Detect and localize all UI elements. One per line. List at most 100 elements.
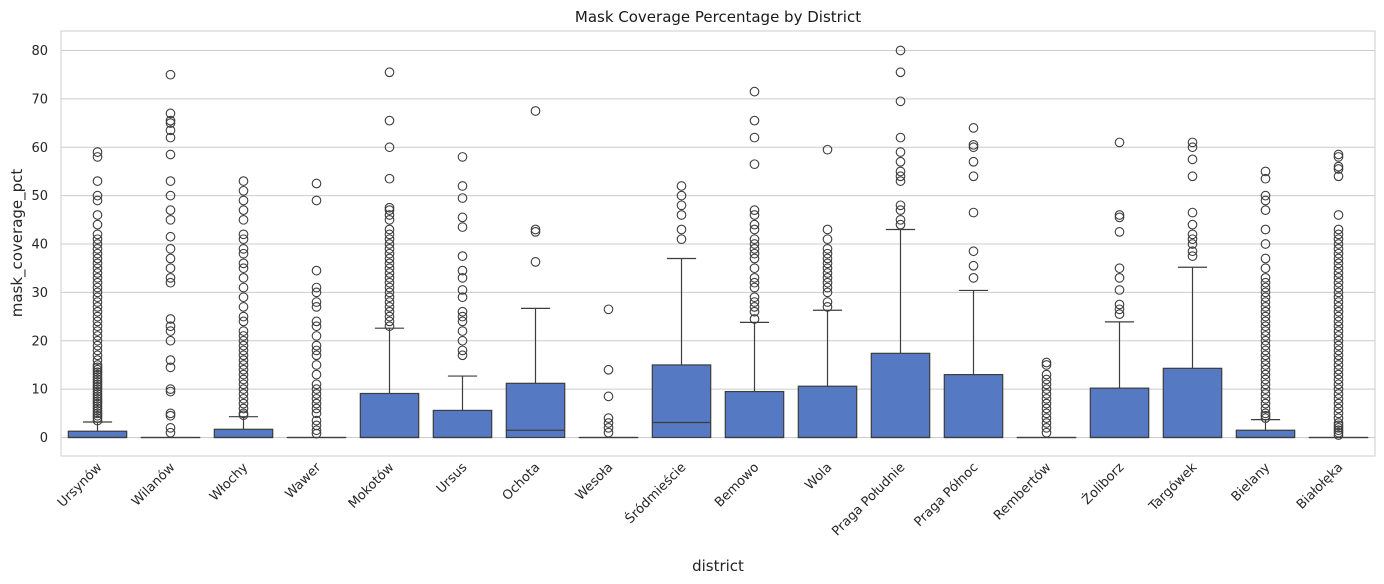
outlier-point bbox=[1041, 374, 1052, 385]
outlier-point bbox=[1260, 306, 1271, 317]
y-tick-label: 10 bbox=[31, 383, 48, 398]
outlier-point bbox=[165, 314, 176, 324]
outlier-point bbox=[92, 398, 103, 409]
outlier-point bbox=[1041, 398, 1052, 409]
outlier-point bbox=[92, 391, 103, 402]
outlier-point bbox=[1114, 212, 1125, 223]
outlier-point bbox=[749, 306, 760, 317]
outlier-point bbox=[676, 181, 687, 191]
outlier-point bbox=[92, 219, 103, 230]
outlier-point bbox=[311, 393, 322, 404]
outlier-point bbox=[92, 374, 103, 385]
outlier-point bbox=[530, 224, 541, 235]
outlier-point bbox=[165, 214, 176, 225]
outlier-point bbox=[1333, 326, 1344, 336]
outlier-point bbox=[311, 379, 322, 390]
outlier-point bbox=[311, 403, 322, 414]
outlier-point bbox=[1333, 297, 1344, 307]
outlier-point bbox=[1333, 422, 1344, 433]
outlier-point bbox=[92, 190, 103, 201]
outlier-point bbox=[749, 210, 760, 220]
outlier-point bbox=[1333, 152, 1344, 162]
outlier-point bbox=[92, 396, 103, 407]
outlier-point bbox=[92, 331, 103, 341]
outlier-point bbox=[92, 364, 103, 375]
outlier-point bbox=[92, 268, 103, 278]
outlier-point bbox=[165, 422, 176, 433]
outlier-point bbox=[749, 115, 760, 126]
outlier-point bbox=[92, 282, 103, 293]
outlier-point bbox=[822, 297, 833, 307]
box-group bbox=[359, 67, 420, 439]
outlier-point bbox=[1114, 285, 1125, 295]
outlier-point bbox=[238, 205, 249, 215]
outlier-point bbox=[1260, 195, 1271, 206]
outlier-point bbox=[457, 265, 468, 276]
outlier-point bbox=[1333, 287, 1344, 298]
outlier-point bbox=[895, 200, 906, 211]
outlier-point bbox=[92, 379, 103, 390]
outlier-point bbox=[1260, 403, 1271, 414]
outlier-point bbox=[1260, 326, 1271, 336]
box bbox=[724, 390, 785, 439]
outlier-point bbox=[1260, 273, 1271, 283]
outlier-point bbox=[895, 176, 906, 186]
outlier-point bbox=[1041, 422, 1052, 433]
outlier-point bbox=[1260, 364, 1271, 375]
outlier-point bbox=[895, 132, 906, 143]
outlier-point bbox=[311, 425, 322, 436]
outlier-point bbox=[92, 306, 103, 317]
outlier-point bbox=[238, 369, 249, 380]
outlier-point bbox=[238, 393, 249, 404]
box bbox=[505, 382, 566, 439]
box-group bbox=[213, 176, 274, 439]
outlier-point bbox=[165, 410, 176, 421]
outlier-point bbox=[238, 345, 249, 356]
outlier-point bbox=[1333, 239, 1344, 249]
outlier-point bbox=[968, 273, 979, 283]
outlier-point bbox=[92, 229, 103, 240]
outlier-point bbox=[92, 287, 103, 298]
outlier-point bbox=[1041, 389, 1052, 399]
chart-title: Mask Coverage Percentage by District bbox=[575, 8, 861, 26]
outlier-point bbox=[384, 297, 395, 307]
outlier-point bbox=[1260, 316, 1271, 327]
outlier-point bbox=[1333, 430, 1344, 440]
outlier-point bbox=[1333, 282, 1344, 293]
box-group bbox=[797, 144, 858, 439]
outlier-point bbox=[1260, 389, 1271, 399]
outlier-point bbox=[384, 282, 395, 293]
outlier-point bbox=[1333, 302, 1344, 312]
outlier-point bbox=[676, 234, 687, 245]
outlier-point bbox=[1333, 364, 1344, 375]
outlier-point bbox=[311, 345, 322, 356]
outlier-point bbox=[1333, 360, 1344, 370]
outlier-point bbox=[92, 393, 103, 404]
outlier-point bbox=[238, 258, 249, 269]
outlier-point bbox=[895, 147, 906, 157]
outlier-point bbox=[457, 350, 468, 361]
outlier-point bbox=[1260, 205, 1271, 215]
outlier-point bbox=[1333, 384, 1344, 394]
y-tick-label: 80 bbox=[31, 44, 48, 59]
outlier-point bbox=[311, 389, 322, 399]
y-tick-label: 60 bbox=[31, 141, 48, 156]
outlier-point bbox=[384, 258, 395, 269]
outlier-point bbox=[1260, 263, 1271, 274]
outlier-point bbox=[384, 214, 395, 225]
outlier-point bbox=[1260, 224, 1271, 235]
outlier-point bbox=[311, 178, 322, 189]
outlier-point bbox=[1260, 350, 1271, 361]
y-tick-label: 50 bbox=[31, 189, 48, 204]
outlier-point bbox=[238, 379, 249, 390]
outlier-point bbox=[968, 171, 979, 182]
outlier-point bbox=[603, 391, 614, 402]
outlier-point bbox=[238, 335, 249, 346]
outlier-point bbox=[311, 340, 322, 351]
outlier-point bbox=[311, 415, 322, 426]
outlier-point bbox=[1260, 379, 1271, 390]
outlier-point bbox=[165, 115, 176, 126]
outlier-point bbox=[968, 246, 979, 257]
outlier-point bbox=[1187, 207, 1198, 218]
outlier-point bbox=[165, 108, 176, 119]
